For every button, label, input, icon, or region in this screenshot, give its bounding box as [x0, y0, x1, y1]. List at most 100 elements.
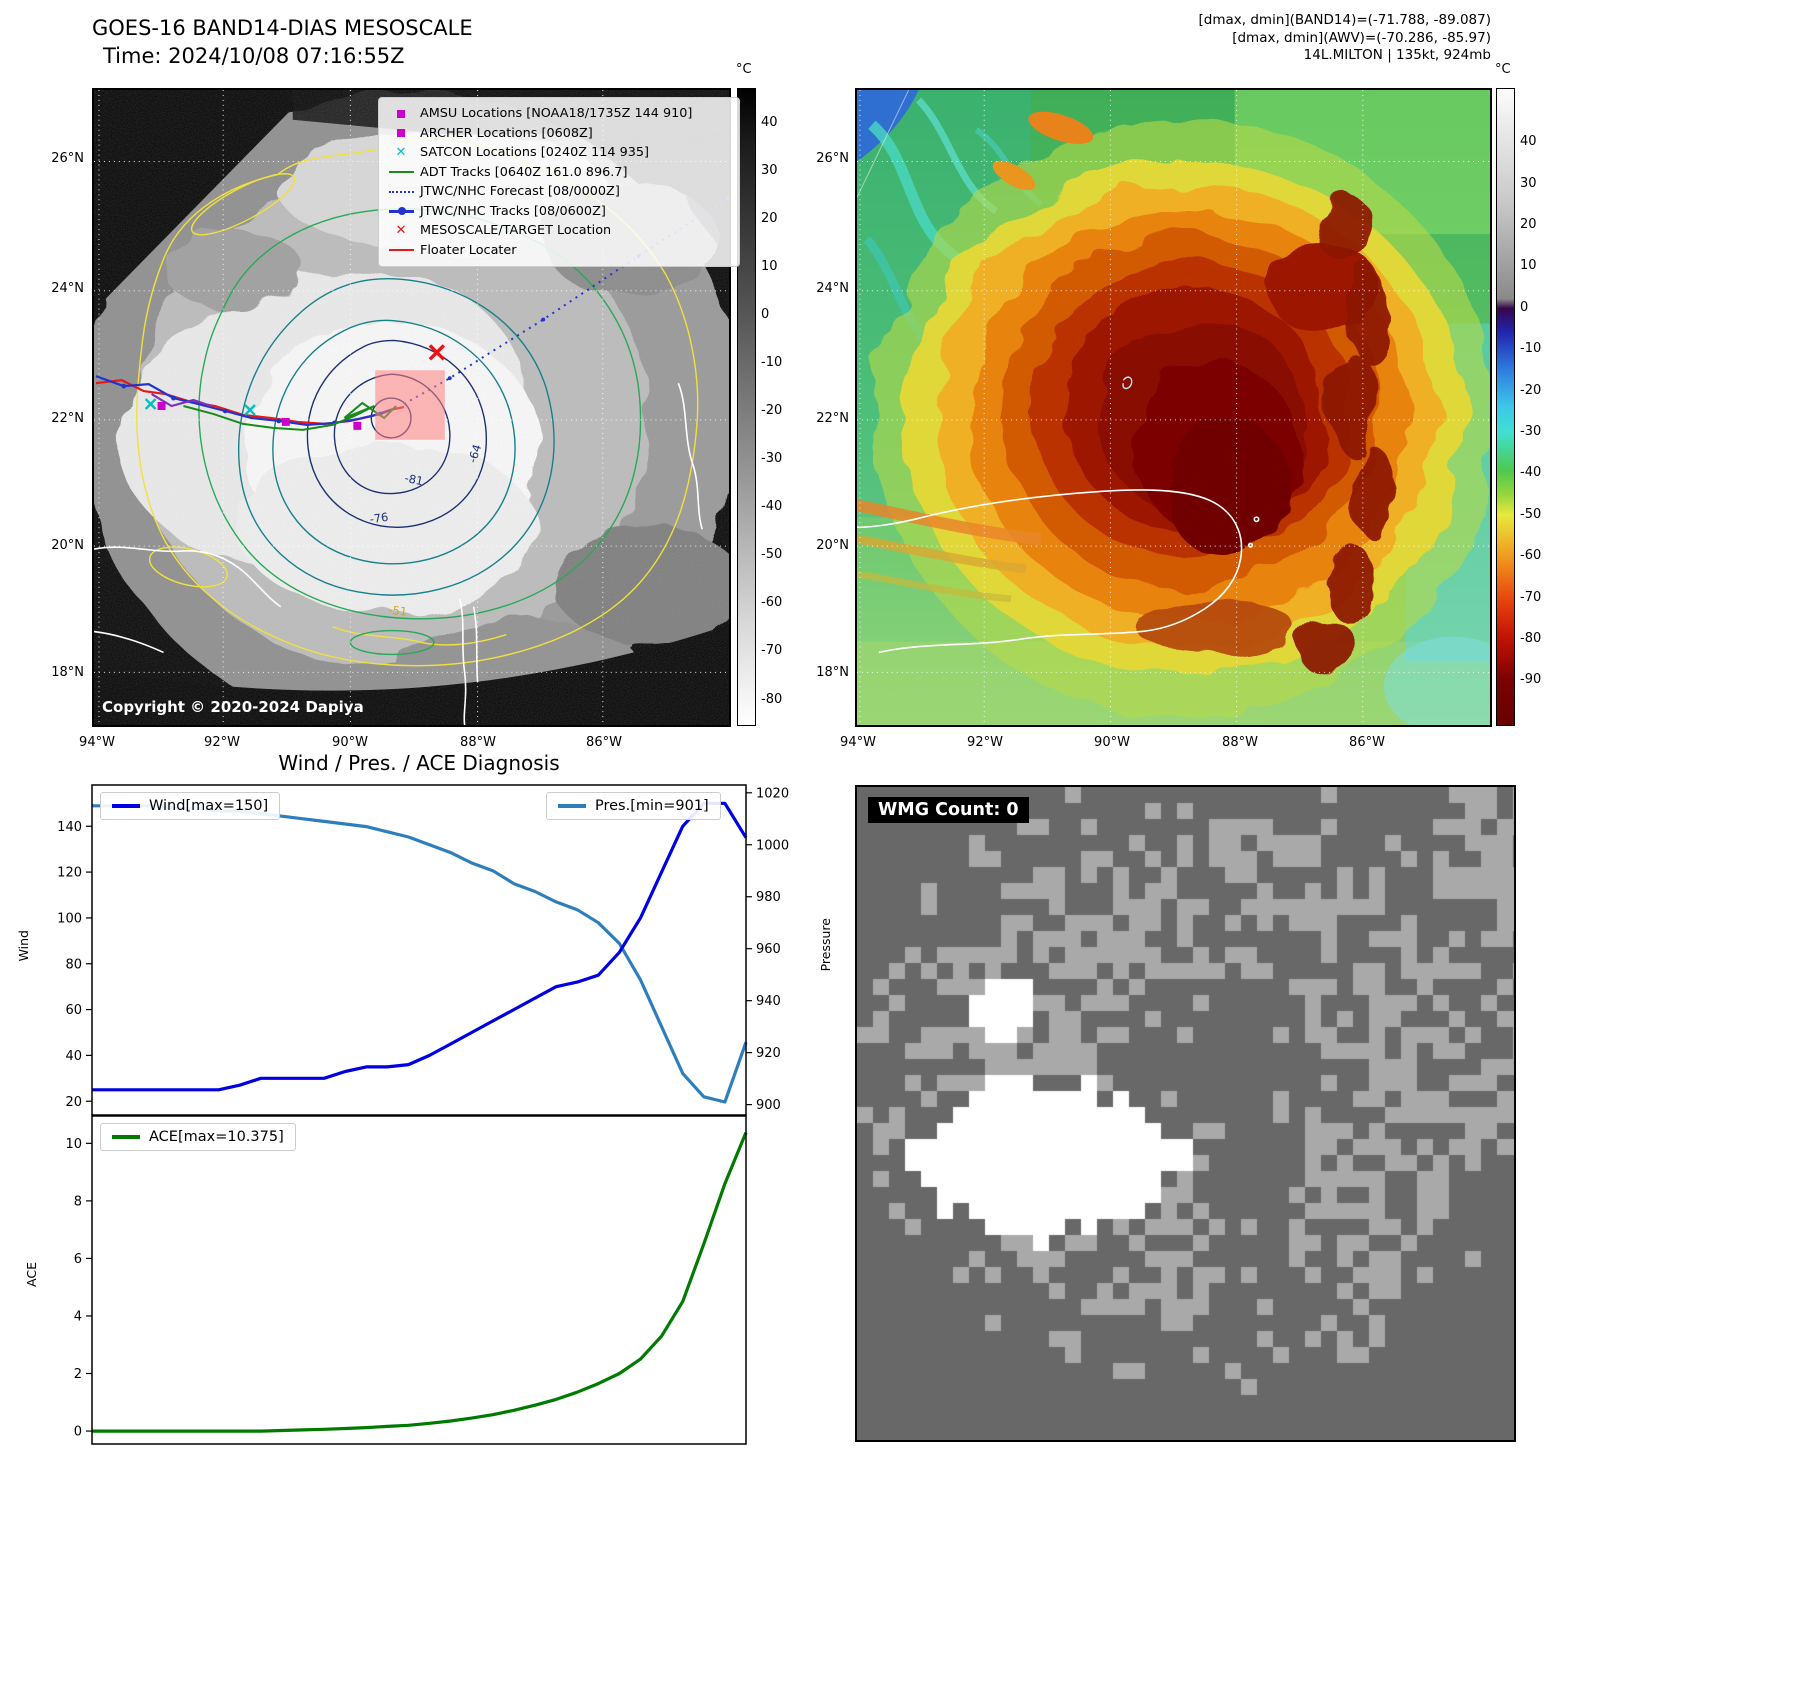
ytick-left-label: 80 [65, 957, 82, 972]
storm-header: [dmax, dmin](BAND14)=(-71.788, -89.087) … [997, 12, 1491, 65]
lat-tick: 24°N [816, 281, 849, 296]
wind-line-swatch [112, 804, 140, 808]
colorbar-tick-label: -20 [761, 403, 783, 419]
blue-line-dot-icon [385, 207, 417, 216]
ytick-left-label: 6 [74, 1252, 82, 1267]
colorbar-tick-label: -70 [761, 643, 783, 659]
colorbar-unit: °C [1495, 62, 1511, 77]
colorbar-tick-label: 40 [761, 115, 778, 131]
green-line-icon [385, 171, 417, 174]
amsu-track-line [151, 393, 212, 408]
ytick-left-label: 40 [65, 1049, 82, 1064]
ace-axis-label: ACE [24, 1262, 39, 1287]
coastlines [857, 489, 1260, 654]
contour-labels: -64 -81 -76 -51 [369, 443, 484, 619]
colorbar-tick-label: -30 [761, 451, 783, 467]
wind-pressure-chart: 20 40 60 80 100 120 140 900 920 940 960 980 1000 1020 [57, 784, 789, 1116]
ytick-left-label: 2 [74, 1367, 82, 1382]
coastlines [94, 382, 703, 725]
colorbar-tick-label: -60 [1520, 548, 1542, 564]
colorbar-tick-label: -80 [1520, 630, 1542, 646]
colorbar-tick-label: -20 [1520, 382, 1542, 398]
lon-tick: 92°W [204, 735, 240, 750]
series-pres-min-901- [92, 804, 748, 1104]
cyan-x-icon: ✕ [395, 145, 407, 161]
ytick-left-label: 120 [57, 866, 82, 881]
colorbar-tick-label: 30 [1520, 175, 1537, 191]
band14-colorbar [737, 88, 756, 726]
ytick-right-label: 920 [756, 1046, 781, 1061]
colorbar-tick-label: -10 [1520, 341, 1542, 357]
lon-tick: 90°W [332, 735, 368, 750]
colorbar-tick-label: -80 [761, 691, 783, 707]
colorbar-tick-label: 0 [1520, 299, 1529, 315]
colorbar-tick-label: 10 [761, 259, 778, 275]
lat-tick: 22°N [816, 411, 849, 426]
ytick-right-label: 960 [756, 942, 781, 957]
ytick-left-label: 4 [74, 1309, 82, 1324]
page-title: GOES-16 BAND14-DIAS MESOSCALE [92, 16, 473, 40]
colorbar-tick-label: -10 [761, 355, 783, 371]
cold-overshoot-patches [1135, 193, 1396, 675]
contour-label: -76 [369, 510, 389, 526]
lon-tick: 94°W [840, 735, 876, 750]
color-ir-colorbar [1496, 88, 1515, 726]
ytick-right-label: 980 [756, 890, 781, 905]
ytick-left-label: 100 [57, 911, 82, 926]
ytick-left-label: 140 [57, 820, 82, 835]
magenta-square-icon [385, 109, 417, 118]
dmax-dmin-band14: [dmax, dmin](BAND14)=(-71.788, -89.087) [1198, 12, 1491, 28]
lon-tick: 92°W [967, 735, 1003, 750]
colorbar-tick-label: -90 [1520, 672, 1542, 688]
ace-line-swatch [112, 1135, 140, 1139]
lat-tick: 18°N [816, 665, 849, 680]
lon-tick: 86°W [1349, 735, 1385, 750]
series-ace-max-10-375- [92, 1131, 748, 1433]
wmg-count-label: WMG Count: 0 [868, 797, 1029, 823]
ytick-left-label: 60 [65, 1003, 82, 1018]
ytick-left-label: 0 [74, 1425, 82, 1440]
magenta-square-icon [385, 129, 417, 138]
lat-tick: 20°N [51, 538, 84, 553]
lat-tick: 18°N [51, 665, 84, 680]
lon-tick: 88°W [460, 735, 496, 750]
legend-item-jtwc-tracks: JTWC/NHC Tracks [08/0600Z] [385, 202, 733, 222]
amsu-markers [157, 402, 362, 430]
plot-border [91, 1115, 747, 1445]
lon-tick: 94°W [79, 735, 115, 750]
series-wind-max-150- [92, 801, 748, 1092]
colorbar-tick-label: -50 [761, 547, 783, 563]
colorbar-tick-label: 0 [761, 307, 770, 323]
adt-track-line [183, 401, 397, 431]
legend-item-floater: Floater Locater [385, 241, 733, 261]
lat-tick: 20°N [816, 538, 849, 553]
lat-tick: 26°N [51, 151, 84, 166]
satcon-markers [144, 398, 256, 416]
colorbar-unit: °C [736, 62, 752, 77]
lat-tick: 24°N [51, 281, 84, 296]
colorbar-tick-label: -60 [761, 595, 783, 611]
lat-tick: 22°N [51, 411, 84, 426]
legend-item-archer: ARCHER Locations [0608Z] [385, 124, 733, 144]
color-ir-colorbar-ticks: 40 30 20 10 0 -10 -20 -30 -40 -50 -60 -70 -80 -90 [1520, 88, 1566, 727]
eye-marker [1122, 376, 1133, 390]
band14-map-panel: -64 -81 -76 -51 AMSU Locations [NOAA18/1… [92, 88, 740, 727]
ace-legend: ACE[max=10.375] [100, 1123, 296, 1151]
pressure-legend: Pres.[min=901] [546, 792, 721, 820]
mesoscale-target-marker [428, 344, 445, 361]
ytick-right-label: 940 [756, 994, 781, 1009]
track-overlays [95, 196, 729, 440]
colorbar-tick-label: 30 [761, 163, 778, 179]
map-legend: AMSU Locations [NOAA18/1735Z 144 910] AR… [378, 97, 740, 267]
legend-item-forecast: JTWC/NHC Forecast [08/0000Z] [385, 182, 733, 202]
pressure-line-swatch [558, 804, 586, 808]
band14-colorbar-ticks: 40 30 20 10 0 -10 -20 -30 -40 -50 -60 -70 -80 [761, 88, 807, 727]
color-ir-map-panel [855, 88, 1492, 727]
pressure-legend-label: Pres.[min=901] [595, 798, 709, 814]
legend-item-amsu: AMSU Locations [NOAA18/1735Z 144 910] [385, 104, 733, 124]
wind-legend: Wind[max=150] [100, 792, 281, 820]
ytick-right-label: 900 [756, 1098, 781, 1113]
colorbar-tick-label: -40 [761, 499, 783, 515]
ytick-left-label: 10 [65, 1137, 82, 1152]
color-ir-satellite-image [857, 90, 1490, 725]
